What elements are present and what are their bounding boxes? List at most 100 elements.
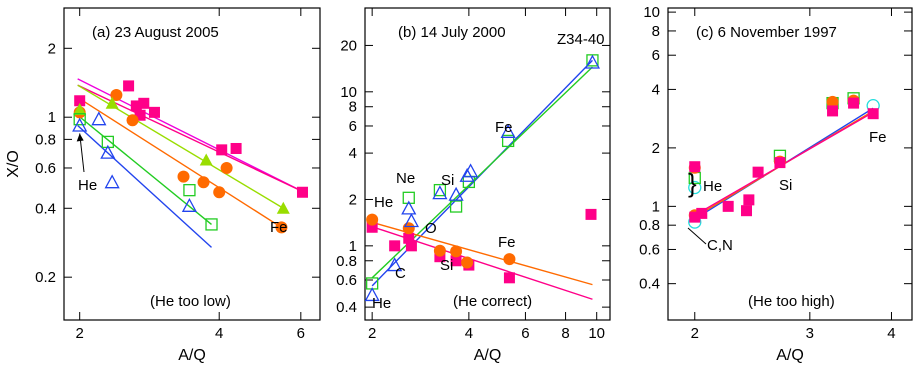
y-tick-label: 6 [652, 47, 660, 64]
data-point-square_open [73, 113, 86, 126]
data-point-square [689, 161, 701, 173]
data-point-triangle_open [387, 257, 403, 272]
x-axis-label: A/Q [776, 347, 804, 364]
data-point-circle [826, 95, 839, 108]
y-axis-label: X/O [5, 150, 22, 178]
data-point-triangle [73, 103, 87, 116]
element-label: O [425, 220, 437, 237]
element-label: He [703, 178, 722, 195]
y-tick-label: 4 [349, 145, 357, 162]
data-point-square [366, 221, 378, 233]
panel-title: (a) 23 August 2005 [92, 24, 219, 41]
data-point-square_open [402, 191, 415, 204]
data-point-square [130, 100, 142, 112]
x-tick-label: 8 [561, 325, 569, 342]
data-point-triangle_open [448, 186, 464, 201]
element-label: Fe [270, 219, 288, 236]
panel-3: 2 3 4 0.4 0.6 0.8 1 2 4 6 8 10 A/Q (c) 6 November 199… [639, 4, 913, 364]
data-point-triangle_open [104, 174, 120, 189]
x-tick-label: 2 [76, 325, 84, 342]
x-tick-label: 4 [465, 325, 473, 342]
fit-line [77, 96, 282, 228]
data-point-circle [126, 114, 139, 127]
data-point-triangle_open [584, 54, 601, 69]
data-point-circle_open [688, 180, 702, 195]
y-tick-label: 0.2 [35, 269, 56, 286]
data-point-square [722, 200, 734, 212]
plot-frame [364, 7, 611, 321]
data-point-triangle_open [181, 197, 198, 212]
y-tick-label: 0.8 [35, 131, 56, 148]
data-point-triangle_open [72, 117, 88, 132]
data-point-square [403, 232, 415, 244]
y-tick-label: 1 [48, 109, 56, 126]
data-point-triangle_open [463, 163, 479, 178]
data-point-square [450, 255, 462, 267]
data-markers [72, 80, 308, 234]
data-point-square_open [501, 134, 515, 148]
panel-title: (c) 6 November 1997 [696, 24, 837, 41]
data-point-square_open [433, 183, 447, 197]
x-tick-label: 4 [887, 325, 895, 342]
data-point-circle [402, 222, 415, 235]
y-tick-label: 10 [340, 84, 357, 101]
data-point-triangle_open [403, 213, 420, 228]
y-tick-label: 0.6 [336, 272, 357, 289]
fit-line [77, 124, 212, 248]
data-point-triangle_open [432, 185, 448, 200]
y-tick-label: 1 [652, 198, 660, 215]
element-label: Fe [495, 119, 513, 136]
element-label: Fe [498, 234, 516, 251]
plot-frame [63, 7, 321, 321]
data-point-square [741, 205, 753, 217]
y-tick-label: 1 [349, 238, 357, 255]
data-point-triangle_open [459, 167, 475, 182]
data-point-square_open [205, 218, 218, 231]
data-point-circle [213, 186, 226, 199]
data-point-square [867, 108, 879, 120]
y-tick-label: 10 [643, 4, 660, 21]
x-tick-label: 2 [691, 325, 699, 342]
x-tick-label: 6 [297, 325, 305, 342]
x-axis-label: A/Q [178, 347, 206, 364]
y-tick-label: 20 [340, 37, 357, 54]
data-point-square [827, 105, 839, 117]
y-tick-label: 0.6 [639, 241, 660, 258]
data-point-square [148, 106, 160, 118]
element-label: Si [440, 257, 453, 274]
element-label: Z34-40 [557, 31, 605, 48]
y-tick-label: 0.4 [336, 299, 357, 316]
y-tick-label: 2 [652, 140, 660, 157]
y-tick-label: 2 [349, 191, 357, 208]
element-label: Si [779, 177, 792, 194]
x-axis-label: A/Q [474, 347, 502, 364]
data-point-square [689, 211, 701, 223]
data-point-triangle_open [100, 144, 116, 159]
data-point-triangle_open [401, 200, 417, 215]
panel-1: 2 4 6 0.2 0.4 0.6 0.8 1 2 A/Q X/O (a) 23 August 200… [5, 7, 321, 364]
data-point-square [405, 240, 417, 252]
x-tick-label: 6 [521, 325, 529, 342]
data-point-square_open [183, 184, 196, 197]
element-label: Si [441, 172, 454, 189]
plot-frame [667, 7, 913, 321]
x-tick-label: 3 [806, 325, 814, 342]
element-label: Ne [396, 170, 415, 187]
y-tick-label: 0.4 [35, 200, 56, 217]
y-tick-label: 2 [48, 40, 56, 57]
he-brace: } [688, 168, 697, 198]
data-point-square [216, 144, 228, 156]
element-label: He [78, 177, 97, 194]
data-point-square [743, 194, 755, 206]
data-point-square [503, 272, 515, 284]
data-point-square [434, 251, 446, 263]
y-tick-label: 0.4 [639, 276, 660, 293]
x-tick-label: 10 [588, 325, 605, 342]
data-point-triangle [276, 201, 290, 214]
y-tick-label: 0.6 [35, 160, 56, 177]
panel-note: (He correct) [453, 293, 532, 310]
data-point-square [774, 157, 786, 169]
